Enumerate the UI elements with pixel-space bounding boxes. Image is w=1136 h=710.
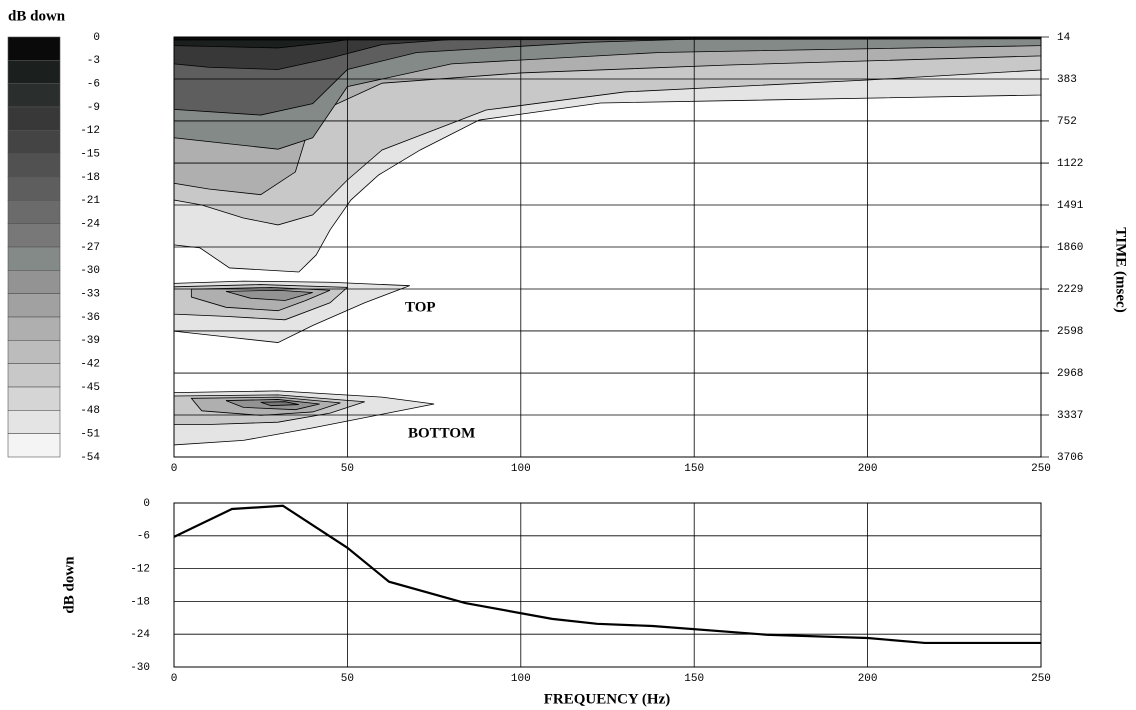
colorbar-swatch [7, 433, 61, 458]
colorbar-label: 0 [93, 32, 100, 44]
y-axis-label: TIME (msec) [1113, 227, 1129, 312]
colorbar-label: -30 [80, 265, 100, 277]
x-tick-label: 0 [171, 463, 178, 475]
y-tick-label: 14 [1057, 32, 1071, 44]
colorbar-swatch [7, 340, 61, 364]
annotation: BOTTOM [408, 425, 475, 441]
y-tick-label: 2968 [1057, 368, 1083, 380]
colorbar-swatch [7, 363, 61, 388]
colorbar-swatch [7, 293, 61, 318]
colorbar-swatch [7, 410, 61, 434]
contour-region [173, 36, 1042, 226]
x-tick-label: 250 [1031, 463, 1051, 475]
y-tick-label: 1860 [1057, 242, 1083, 254]
contour-region [225, 289, 313, 301]
colorbar-swatch [7, 106, 61, 131]
colorbar-swatch [7, 223, 61, 248]
x-tick-label: 100 [511, 673, 531, 685]
y-tick-label: 3337 [1057, 410, 1083, 422]
colorbar-swatch [7, 200, 61, 224]
contour-level [173, 36, 1042, 226]
colorbar-label: -24 [80, 219, 100, 231]
colorbar-label: -54 [80, 452, 100, 464]
colorbar-label: -9 [87, 102, 100, 114]
contour-level [225, 289, 313, 301]
colorbar-title: dB down [8, 8, 66, 24]
plot-frame [173, 502, 1042, 668]
colorbar-label: -12 [80, 125, 100, 137]
colorbar-label: -3 [87, 55, 100, 67]
x-tick-label: 150 [684, 463, 704, 475]
y-axis-label: dB down [61, 556, 77, 614]
colorbar-swatch [7, 130, 61, 154]
y-tick-label: 2229 [1057, 284, 1083, 296]
x-tick-label: 0 [171, 673, 178, 685]
colorbar-label: -39 [80, 335, 100, 347]
x-tick-label: 200 [858, 673, 878, 685]
colorbar-swatch [7, 246, 61, 271]
y-tick-label: -18 [130, 596, 150, 608]
colorbar-swatch [7, 176, 61, 201]
x-tick-label: 250 [1031, 673, 1051, 685]
colorbar-swatch [7, 36, 61, 61]
y-tick-label: -24 [130, 629, 150, 641]
colorbar-label: -33 [80, 289, 100, 301]
colorbar-label: -36 [80, 312, 100, 324]
y-tick-label: -6 [137, 531, 150, 543]
x-tick-label: 100 [511, 463, 531, 475]
y-tick-label: 1122 [1057, 158, 1083, 170]
contour-level [260, 401, 299, 407]
colorbar-swatch [7, 60, 61, 84]
colorbar-label: -21 [80, 195, 100, 207]
colorbar-swatch [7, 386, 61, 411]
colorbar-label: -42 [80, 359, 100, 371]
annotation: TOP [405, 299, 436, 315]
x-axis-label: FREQUENCY (Hz) [544, 691, 671, 707]
plot-frame [173, 36, 1042, 458]
y-tick-label: 3706 [1057, 452, 1083, 464]
colorbar-label: -51 [80, 429, 100, 441]
x-tick-label: 50 [341, 463, 354, 475]
y-tick-label: 1491 [1057, 200, 1084, 212]
y-tick-label: 0 [143, 498, 150, 510]
y-tick-label: 383 [1057, 74, 1077, 86]
x-tick-label: 200 [858, 463, 878, 475]
y-tick-label: 2598 [1057, 326, 1083, 338]
y-tick-label: 752 [1057, 116, 1077, 128]
colorbar-swatch [7, 316, 61, 341]
y-tick-label: -12 [130, 564, 150, 576]
colorbar-swatch [7, 270, 61, 294]
colorbar-label: -45 [80, 382, 100, 394]
contour-region [260, 401, 299, 407]
line [173, 504, 1041, 645]
x-tick-label: 150 [684, 673, 704, 685]
colorbar-label: -27 [80, 242, 100, 254]
x-tick-label: 50 [341, 673, 354, 685]
colorbar-label: -48 [80, 405, 100, 417]
colorbar-swatch [7, 153, 61, 178]
colorbar-label: -18 [80, 172, 100, 184]
y-tick-label: -30 [130, 662, 150, 674]
colorbar-swatch [7, 83, 61, 108]
colorbar-label: -15 [80, 149, 100, 161]
colorbar-label: -6 [87, 79, 100, 91]
